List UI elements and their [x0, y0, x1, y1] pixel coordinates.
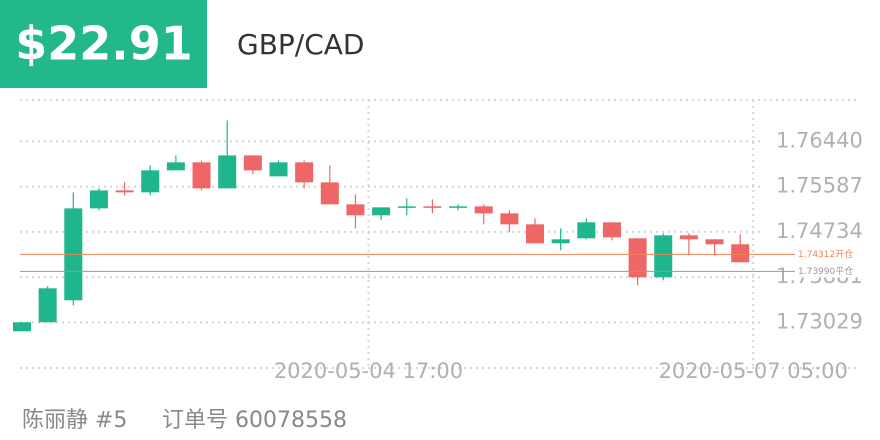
candle-body	[397, 206, 416, 208]
y-tick-label: 1.73029	[776, 309, 863, 333]
y-tick-label: 1.76440	[776, 128, 863, 152]
candle-body	[449, 206, 468, 208]
candle-body	[166, 162, 185, 171]
reference-label: 1.73990平仓	[798, 265, 853, 277]
candle-body	[526, 224, 544, 244]
y-tick-label: 1.74734	[776, 219, 863, 243]
pair: GBP/CAD	[237, 28, 365, 61]
candle-body	[295, 162, 314, 183]
candle-body	[115, 190, 134, 193]
candle-body	[243, 155, 262, 171]
user-name: 陈丽静 #5	[22, 408, 127, 433]
candle-body	[192, 162, 211, 189]
candle-body	[269, 162, 288, 177]
candle-body	[679, 235, 698, 240]
candle-body	[551, 239, 570, 244]
candle-body	[89, 190, 108, 209]
candle-body	[731, 244, 750, 263]
candle-body	[372, 207, 391, 216]
x-tick-label: 2020-05-04 17:00	[274, 359, 463, 383]
reference-label-bg	[796, 265, 862, 278]
candle-body	[500, 213, 519, 225]
candle-body	[38, 288, 57, 323]
order-number: 订单号 60078558	[162, 408, 347, 433]
candle-body	[474, 206, 493, 214]
candle-body	[602, 222, 621, 238]
reference-label-bg	[796, 248, 862, 261]
reference-label: 1.74312开仓	[798, 248, 853, 260]
candle-body	[423, 206, 442, 208]
price-box	[0, 0, 207, 88]
candle-body	[141, 170, 160, 193]
candle-body	[628, 238, 647, 278]
y-tick-label: 1.75587	[776, 174, 863, 198]
candle-body	[218, 155, 237, 189]
candle-body	[577, 222, 596, 239]
candle-body	[705, 239, 724, 245]
candle-body	[320, 182, 339, 205]
candle-body	[654, 235, 673, 278]
price: $22.91	[15, 17, 193, 71]
candle-body	[346, 204, 365, 216]
candle-body	[13, 322, 31, 332]
x-tick-label: 2020-05-07 05:00	[659, 359, 848, 383]
